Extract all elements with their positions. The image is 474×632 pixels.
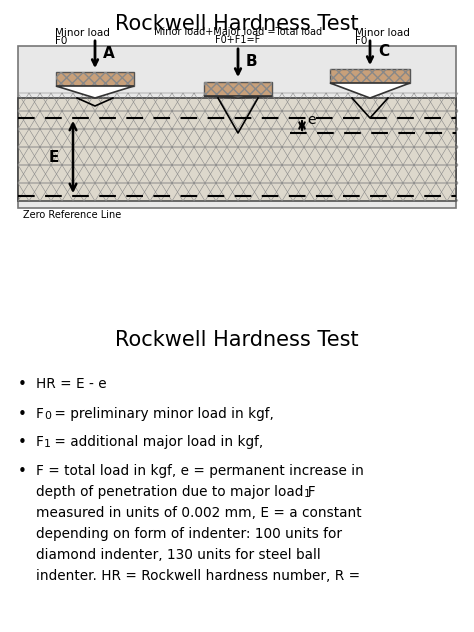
Text: 1: 1	[304, 489, 311, 499]
Text: F = total load in kgf, e = permanent increase in: F = total load in kgf, e = permanent inc…	[36, 464, 364, 478]
Text: •: •	[18, 464, 27, 479]
Polygon shape	[330, 83, 410, 98]
Text: depth of penetration due to major load F: depth of penetration due to major load F	[36, 485, 316, 499]
Text: F: F	[36, 407, 44, 421]
Text: HR = E - e: HR = E - e	[36, 377, 107, 391]
Bar	[18, 98, 456, 201]
Polygon shape	[204, 96, 272, 98]
Text: e: e	[307, 114, 316, 128]
Text: = preliminary minor load in kgf,: = preliminary minor load in kgf,	[50, 407, 274, 421]
Text: Zero Reference Line: Zero Reference Line	[23, 210, 121, 220]
Text: A: A	[103, 46, 115, 61]
Text: 1: 1	[44, 439, 51, 449]
Text: Minor load: Minor load	[55, 28, 110, 38]
Bar	[330, 69, 410, 83]
Text: Minor load: Minor load	[355, 28, 410, 38]
Text: F0: F0	[355, 36, 367, 46]
Text: diamond indenter, 130 units for steel ball: diamond indenter, 130 units for steel ba…	[36, 548, 321, 562]
Text: measured in units of 0.002 mm, E = a constant: measured in units of 0.002 mm, E = a con…	[36, 506, 362, 520]
Bar	[204, 82, 272, 96]
Bar	[204, 82, 272, 96]
Text: Minor load+Major load =Total load: Minor load+Major load =Total load	[154, 27, 322, 37]
Text: •: •	[18, 377, 27, 392]
Bar	[18, 46, 456, 208]
Text: Rockwell Hardness Test: Rockwell Hardness Test	[115, 330, 359, 350]
Text: = additional major load in kgf,: = additional major load in kgf,	[50, 435, 263, 449]
Bar	[56, 72, 134, 86]
Text: •: •	[18, 435, 27, 450]
Text: depending on form of indenter: 100 units for: depending on form of indenter: 100 units…	[36, 527, 342, 541]
Polygon shape	[56, 86, 134, 98]
Text: 0: 0	[44, 411, 51, 421]
Text: F0: F0	[55, 36, 67, 46]
Text: •: •	[18, 407, 27, 422]
Text: B: B	[246, 54, 258, 69]
Text: Rockwell Hardness Test: Rockwell Hardness Test	[115, 14, 359, 34]
Bar	[56, 72, 134, 86]
Text: F0+F1=F: F0+F1=F	[215, 35, 261, 45]
Text: indenter. HR = Rockwell hardness number, R =: indenter. HR = Rockwell hardness number,…	[36, 569, 360, 583]
Text: C: C	[378, 44, 389, 59]
Text: F: F	[36, 435, 44, 449]
Text: E: E	[49, 150, 59, 164]
Bar	[330, 69, 410, 83]
